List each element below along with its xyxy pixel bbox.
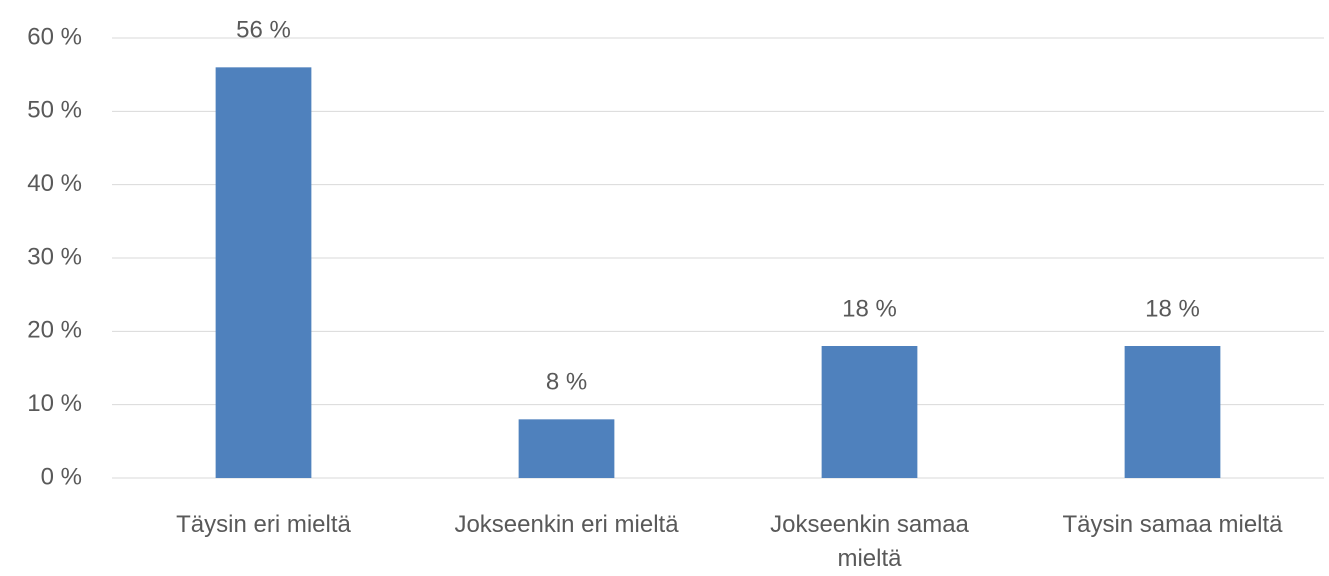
bar — [215, 67, 312, 478]
y-tick-label: 10 % — [27, 390, 82, 417]
y-tick-label: 40 % — [27, 170, 82, 197]
x-tick-label: Täysin eri mieltä — [176, 511, 351, 538]
data-label: 18 % — [1145, 295, 1200, 322]
bar — [1124, 346, 1221, 478]
data-label: 8 % — [546, 369, 587, 396]
x-tick-label: Jokseenkin samaa mieltä — [770, 511, 969, 572]
y-tick-label: 60 % — [27, 23, 82, 50]
bar — [821, 346, 918, 478]
data-label: 56 % — [236, 17, 291, 44]
y-tick-label: 20 % — [27, 317, 82, 344]
bar — [518, 419, 615, 478]
y-tick-label: 0 % — [41, 463, 82, 490]
x-tick-label: Täysin samaa mieltä — [1062, 511, 1283, 538]
y-tick-label: 50 % — [27, 97, 82, 124]
x-tick-label: Jokseenkin eri mieltä — [454, 511, 679, 538]
y-tick-label: 30 % — [27, 243, 82, 270]
data-label: 18 % — [842, 295, 897, 322]
